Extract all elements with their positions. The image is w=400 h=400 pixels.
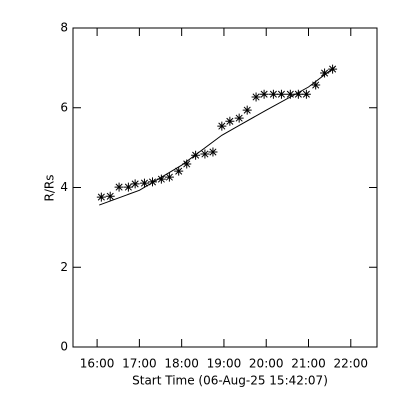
- data-point: [293, 89, 303, 99]
- x-tick-label: 19:00: [207, 357, 242, 371]
- data-point: [225, 116, 235, 126]
- y-tick-label: 0: [60, 340, 68, 354]
- data-point: [276, 89, 286, 99]
- data-point: [242, 105, 252, 115]
- data-point: [164, 172, 174, 182]
- data-point: [251, 92, 261, 102]
- data-point: [123, 182, 133, 192]
- data-point: [156, 174, 166, 184]
- data-point: [139, 178, 149, 188]
- y-tick-label: 8: [60, 21, 68, 35]
- data-point: [259, 89, 269, 99]
- data-point: [301, 89, 311, 99]
- x-tick-label: 17:00: [122, 357, 157, 371]
- data-point: [234, 113, 244, 123]
- data-point: [105, 191, 115, 201]
- data-point: [268, 89, 278, 99]
- x-tick-label: 21:00: [291, 357, 326, 371]
- y-tick-label: 6: [60, 100, 68, 114]
- data-point: [174, 166, 184, 176]
- x-tick-label: 22:00: [333, 357, 368, 371]
- data-point: [96, 192, 106, 202]
- x-axis-label: Start Time (06-Aug-25 15:42:07): [132, 374, 328, 388]
- data-point: [114, 182, 124, 192]
- x-tick-label: 16:00: [80, 357, 115, 371]
- x-tick-label: 20:00: [249, 357, 284, 371]
- x-tick-label: 18:00: [164, 357, 199, 371]
- data-point: [147, 177, 157, 187]
- data-point: [208, 147, 218, 157]
- fit-line: [99, 66, 336, 206]
- data-point: [182, 159, 192, 169]
- data-point: [285, 89, 295, 99]
- data-point: [311, 80, 321, 90]
- data-point: [217, 121, 227, 131]
- data-point: [130, 179, 140, 189]
- y-axis-label: R/Rs: [43, 175, 57, 202]
- y-tick-label: 2: [60, 260, 68, 274]
- data-point: [320, 68, 330, 78]
- data-point: [200, 149, 210, 159]
- y-tick-label: 4: [60, 180, 68, 194]
